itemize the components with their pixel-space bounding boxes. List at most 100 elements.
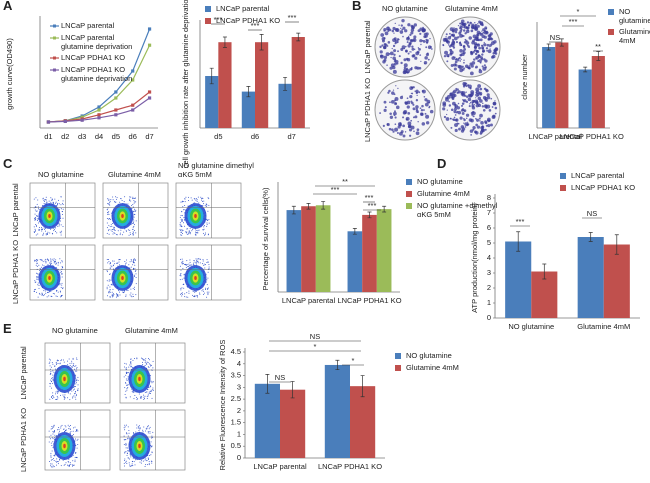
colony (448, 100, 450, 103)
flow-dot (45, 202, 47, 204)
flow-dot (54, 366, 56, 368)
flow-dot (52, 465, 54, 467)
flow-dot (182, 222, 184, 224)
flow-dot (133, 258, 135, 260)
row-label: LNCaP parental (19, 346, 28, 400)
flow-dot (109, 204, 111, 206)
flow-dot (50, 387, 52, 389)
colony (417, 47, 420, 49)
colony (484, 120, 488, 124)
flow-dot (74, 426, 76, 428)
colony (392, 26, 396, 31)
flow-dot (191, 230, 193, 232)
flow-dot (51, 362, 53, 364)
flow-dot (125, 460, 127, 462)
flow-dot (205, 203, 207, 205)
flow-dot (76, 439, 78, 441)
flow-dot (135, 220, 137, 222)
y-tick-label: 3 (237, 382, 241, 391)
flow-dot (126, 452, 128, 454)
flow-dot (36, 278, 38, 280)
colony (416, 128, 420, 132)
flow-dot (34, 288, 36, 290)
flow-dot (74, 391, 76, 393)
flow-dot (57, 291, 59, 293)
flow-dot (76, 367, 78, 369)
flow-dot (145, 358, 147, 360)
flow-dot (208, 222, 210, 224)
colony (453, 27, 455, 29)
flow-dot (34, 289, 36, 291)
flow-density (63, 443, 66, 449)
colony (477, 84, 482, 88)
y-tick-label: 3.5 (231, 371, 241, 380)
flow-dot (134, 271, 136, 273)
flow-dot (189, 259, 191, 261)
flow-dot (188, 232, 190, 234)
colony (486, 104, 491, 109)
flow-dot (152, 381, 154, 383)
flow-dot (39, 258, 41, 260)
flow-dot (77, 444, 79, 446)
colony (472, 50, 475, 54)
flow-dot (52, 441, 54, 443)
flow-dot (52, 264, 54, 266)
flow-dot (111, 296, 113, 298)
flow-dot (132, 222, 134, 224)
colony (483, 43, 487, 47)
flow-dot (69, 365, 71, 367)
flow-dot (75, 430, 77, 432)
flow-dot (183, 217, 185, 219)
flow-dot (53, 230, 55, 232)
y-tick-label: 4 (237, 359, 241, 368)
flow-dot (130, 361, 132, 363)
x-tick-label: d1 (44, 132, 52, 141)
flow-dot (194, 295, 196, 297)
flow-dot (67, 364, 69, 366)
colony (453, 67, 457, 71)
flow-dot (53, 430, 55, 432)
flow-dot (40, 259, 42, 261)
colony (382, 124, 385, 127)
flow-dot (148, 391, 150, 393)
colony (410, 28, 415, 32)
flow-dot (184, 209, 186, 211)
flow-dot (182, 206, 184, 208)
flow-dot (134, 394, 136, 396)
flow-dot (147, 389, 149, 391)
bar (301, 206, 316, 292)
flow-dot (125, 461, 127, 463)
colony (455, 118, 458, 122)
flow-dot (125, 372, 127, 374)
flow-dot (58, 426, 60, 428)
flow-dot (108, 228, 110, 230)
flow-dot (132, 366, 134, 368)
flow-dot (51, 198, 53, 200)
flow-dot (58, 432, 60, 434)
colony (480, 94, 482, 96)
colony (478, 69, 483, 74)
flow-dot (201, 263, 203, 265)
flow-dot (52, 382, 54, 384)
flow-dot (196, 200, 198, 202)
flow-dot (59, 231, 61, 233)
colony (421, 104, 424, 108)
flow-dot (122, 291, 124, 293)
flow-dot (205, 281, 207, 283)
flow-dot (59, 283, 61, 285)
flow-dot (134, 459, 136, 461)
flow-dot (53, 459, 55, 461)
flow-dot (125, 382, 127, 384)
flow-dot (70, 464, 72, 466)
y-tick-label: 1.5 (231, 418, 241, 427)
x-tick-label: d2 (61, 132, 69, 141)
colony (479, 87, 483, 91)
flow-dot (202, 290, 204, 292)
flow-density (121, 275, 124, 281)
flow-dot (181, 211, 183, 213)
flow-dot (44, 230, 46, 232)
flow-dot (41, 228, 43, 230)
colony (452, 46, 456, 49)
flow-dot (55, 399, 57, 401)
colony (442, 43, 445, 46)
